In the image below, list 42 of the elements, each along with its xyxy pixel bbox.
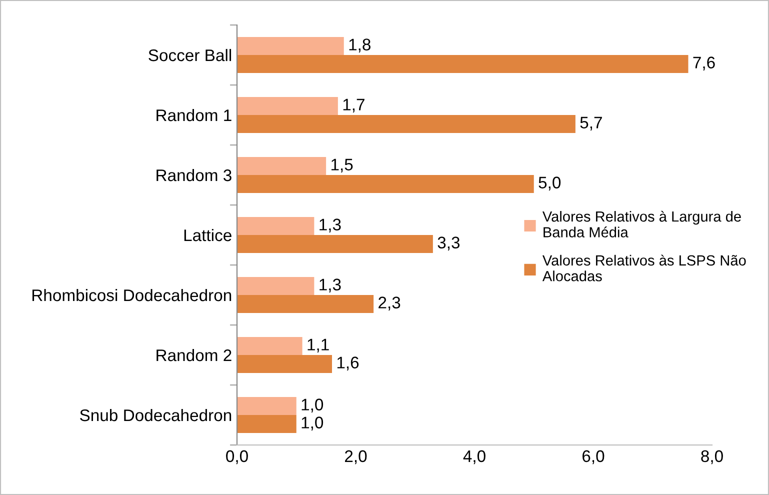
y-tick-label: Lattice: [184, 228, 232, 242]
legend-label: Valores Relativos à Largura de Banda Média: [542, 210, 741, 238]
x-tick-label: 0,0: [226, 450, 248, 464]
bar: [237, 235, 433, 253]
data-label: 2,3: [378, 296, 400, 310]
x-tick-label: 8,0: [701, 450, 723, 464]
bar: [237, 355, 332, 373]
data-label: 1,7: [343, 98, 364, 112]
bar: [237, 157, 326, 175]
data-label: 1,0: [302, 416, 324, 430]
bar: [237, 37, 344, 55]
data-label: 7,6: [693, 56, 715, 70]
data-label: 1,0: [302, 398, 324, 412]
bar: [237, 217, 314, 235]
data-label: 1,3: [320, 278, 341, 292]
y-tick-label: Snub Dodecahedron: [80, 408, 232, 422]
y-tick-label: Random 1: [156, 108, 232, 122]
y-tick-label: Soccer Ball: [148, 48, 232, 62]
data-label: 1,8: [349, 38, 370, 52]
x-tick-label: 2,0: [345, 450, 367, 464]
bar: [237, 415, 296, 433]
bar: [237, 397, 296, 415]
data-label: 1,6: [337, 356, 359, 370]
data-label: 1,1: [308, 338, 329, 352]
y-tick-label: Random 3: [156, 168, 232, 182]
data-label: 5,0: [538, 176, 561, 190]
data-label: 5,7: [580, 116, 602, 130]
bar: [237, 295, 374, 313]
bar: [237, 277, 314, 295]
bar: [237, 115, 576, 133]
y-tick-label: Random 2: [156, 348, 232, 362]
x-tick-label: 4,0: [463, 450, 486, 464]
y-tick-label: Rhombicosi Dodecahedron: [32, 288, 232, 302]
bar: [237, 337, 302, 355]
bar: [237, 97, 338, 115]
x-tick-label: 6,0: [582, 450, 604, 464]
data-label: 1,3: [320, 218, 341, 232]
legend-label: Valores Relativos às LSPS Não Alocadas: [542, 254, 746, 282]
bar: [237, 55, 688, 73]
bar: [237, 175, 534, 193]
data-label: 1,5: [332, 158, 353, 172]
data-label: 3,3: [438, 236, 460, 250]
